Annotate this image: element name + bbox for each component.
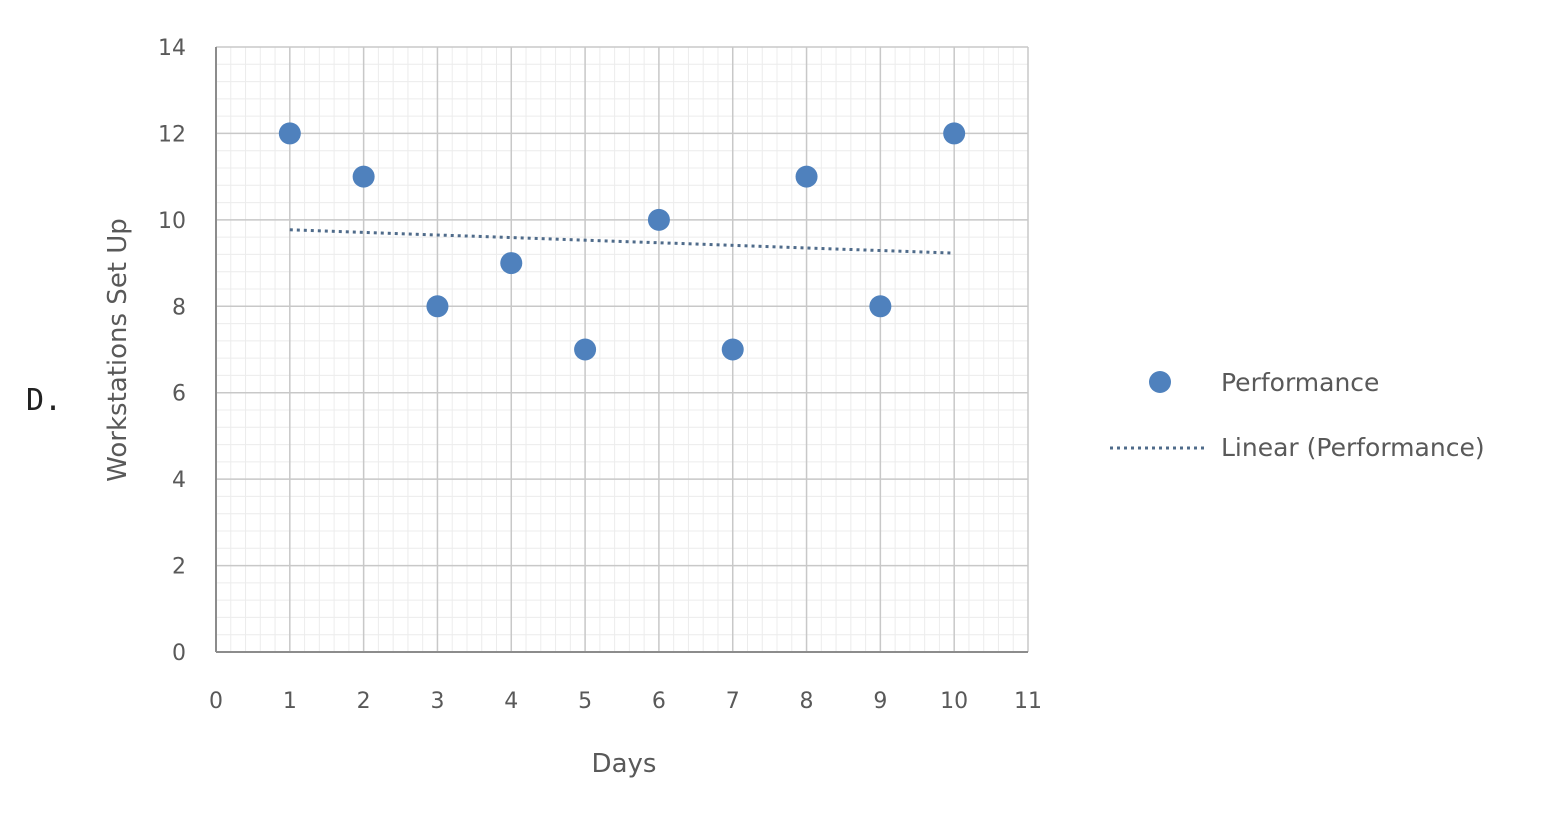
x-tick-label: 7	[726, 689, 740, 714]
option-letter: D.	[26, 383, 63, 418]
x-axis-title: Days	[592, 749, 657, 779]
trendline-layer	[289, 228, 955, 255]
x-tick-label: 4	[504, 689, 518, 714]
x-tick-label: 1	[283, 689, 297, 714]
data-point	[869, 295, 892, 318]
x-tick-label: 5	[578, 689, 592, 714]
data-point	[426, 295, 449, 318]
data-point	[721, 338, 744, 361]
data-point	[943, 122, 966, 145]
y-axis-title: Workstations Set Up	[103, 218, 133, 482]
legend: Performance Linear (Performance)	[1110, 368, 1485, 462]
legend-label-trendline: Linear (Performance)	[1221, 433, 1485, 462]
y-tick-label: 0	[172, 641, 186, 666]
data-point	[647, 208, 670, 231]
x-tick-label: 6	[652, 689, 666, 714]
x-tick-label: 8	[800, 689, 814, 714]
data-point	[500, 252, 523, 275]
minor-grid	[215, 46, 1029, 653]
legend-marker-performance	[1149, 371, 1171, 393]
x-tick-labels: 0 1 2 3 4 5 6 7 8 9 10 11	[209, 689, 1042, 714]
x-tick-label: 2	[357, 689, 371, 714]
y-tick-labels: 0 2 4 6 8 10 12 14	[158, 36, 186, 666]
y-tick-label: 14	[158, 36, 186, 61]
x-tick-label: 11	[1014, 689, 1042, 714]
y-tick-label: 6	[172, 382, 186, 407]
data-point	[352, 165, 375, 188]
data-point	[574, 338, 597, 361]
y-tick-label: 2	[172, 555, 186, 580]
x-tick-label: 9	[873, 689, 887, 714]
y-tick-label: 10	[158, 209, 186, 234]
x-tick-label: 0	[209, 689, 223, 714]
y-tick-label: 8	[172, 295, 186, 320]
points-layer	[278, 122, 966, 361]
legend-label-performance: Performance	[1221, 368, 1379, 397]
data-point	[795, 165, 818, 188]
axes	[215, 47, 1028, 653]
trendline	[289, 228, 955, 255]
y-tick-label: 12	[158, 122, 186, 147]
major-grid	[215, 46, 1029, 653]
x-tick-label: 10	[940, 689, 968, 714]
data-point	[278, 122, 301, 145]
x-tick-label: 3	[430, 689, 444, 714]
y-tick-label: 4	[172, 468, 186, 493]
